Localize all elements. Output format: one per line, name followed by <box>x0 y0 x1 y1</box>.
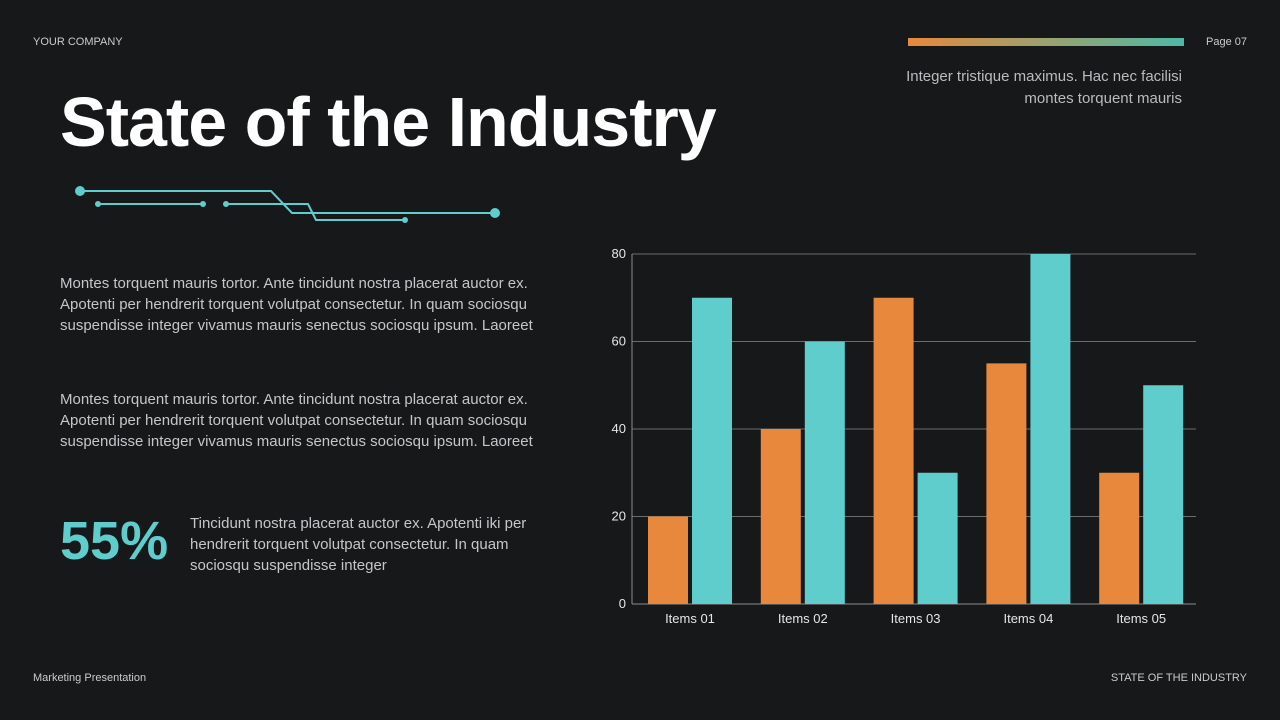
page-number: Page 07 <box>1206 36 1247 48</box>
tagline: Integer tristique maximus. Hac nec facil… <box>906 68 1182 107</box>
x-tick-label: Items 04 <box>1003 611 1053 626</box>
circuit-decoration <box>75 186 500 223</box>
y-tick-label: 0 <box>619 596 626 611</box>
bar-orange <box>760 429 801 604</box>
bar-teal <box>1030 254 1071 604</box>
bar-teal <box>917 472 958 604</box>
x-tick-label: Items 05 <box>1116 611 1166 626</box>
stat-description: Tincidunt nostra placerat auctor ex. Apo… <box>190 515 527 574</box>
x-tick-label: Items 01 <box>665 611 715 626</box>
y-tick-label: 60 <box>612 334 626 349</box>
bar-teal <box>692 297 732 604</box>
page-title: State of the Industry <box>60 83 717 161</box>
bar-orange <box>1099 472 1140 604</box>
body-paragraph-2: Montes torquent mauris tortor. Ante tinc… <box>60 391 533 450</box>
bar-chart: 0 20 40 60 80 Items 01 Items 02 Items 03 Items 0… <box>612 246 1196 626</box>
x-tick-label: Items 02 <box>778 611 828 626</box>
bar-teal <box>1143 385 1184 604</box>
y-tick-label: 40 <box>612 421 626 436</box>
bar-orange <box>986 363 1027 604</box>
footer-left: Marketing Presentation <box>33 672 147 684</box>
bar-orange <box>648 516 688 604</box>
bar-orange <box>873 297 914 604</box>
y-tick-label: 20 <box>612 509 626 524</box>
y-tick-label: 80 <box>612 246 626 261</box>
footer-right: STATE OF THE INDUSTRY <box>1110 672 1247 684</box>
company-name: YOUR COMPANY <box>33 36 123 48</box>
stat-value: 55% <box>60 511 169 571</box>
x-tick-label: Items 03 <box>891 611 941 626</box>
bar-teal <box>804 341 845 604</box>
gradient-bar <box>908 38 1184 46</box>
body-paragraph-1: Montes torquent mauris tortor. Ante tinc… <box>60 275 533 334</box>
